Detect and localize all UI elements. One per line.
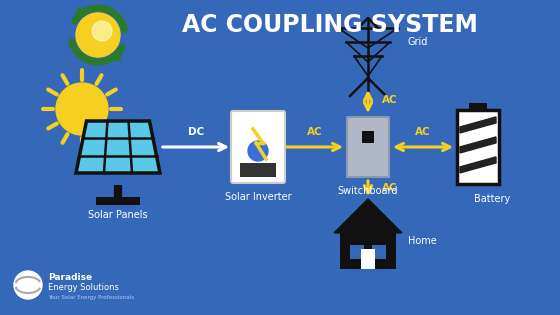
Circle shape [56,83,108,135]
Circle shape [76,13,120,57]
Polygon shape [460,157,496,173]
FancyBboxPatch shape [362,131,374,143]
Text: Your Solar Energy Professionals: Your Solar Energy Professionals [48,295,134,300]
FancyBboxPatch shape [240,163,276,177]
Text: DC: DC [188,127,204,137]
FancyBboxPatch shape [361,249,375,269]
Text: AC: AC [415,127,431,137]
FancyBboxPatch shape [340,233,396,269]
Text: Solar Panels: Solar Panels [88,210,148,220]
Circle shape [14,271,42,299]
Text: Switchboard: Switchboard [338,186,398,196]
Circle shape [92,21,112,41]
Text: Grid: Grid [408,37,428,47]
Text: Home: Home [408,236,437,246]
Text: Energy Solutions: Energy Solutions [48,283,119,291]
Text: Paradise: Paradise [48,272,92,282]
Text: AC: AC [307,127,323,137]
FancyBboxPatch shape [372,245,386,259]
Text: AC: AC [382,95,398,105]
Polygon shape [334,199,402,233]
Circle shape [248,141,268,161]
FancyBboxPatch shape [350,245,364,259]
FancyBboxPatch shape [231,111,285,183]
FancyBboxPatch shape [469,103,487,110]
Text: AC: AC [382,183,398,193]
Text: Battery: Battery [474,194,510,204]
Text: Solar Inverter: Solar Inverter [225,192,291,202]
FancyBboxPatch shape [457,110,499,184]
Polygon shape [76,121,160,173]
Polygon shape [460,137,496,153]
Text: AC COUPLING SYSTEM: AC COUPLING SYSTEM [182,13,478,37]
FancyBboxPatch shape [347,117,389,177]
FancyBboxPatch shape [96,197,140,205]
Polygon shape [460,117,496,133]
